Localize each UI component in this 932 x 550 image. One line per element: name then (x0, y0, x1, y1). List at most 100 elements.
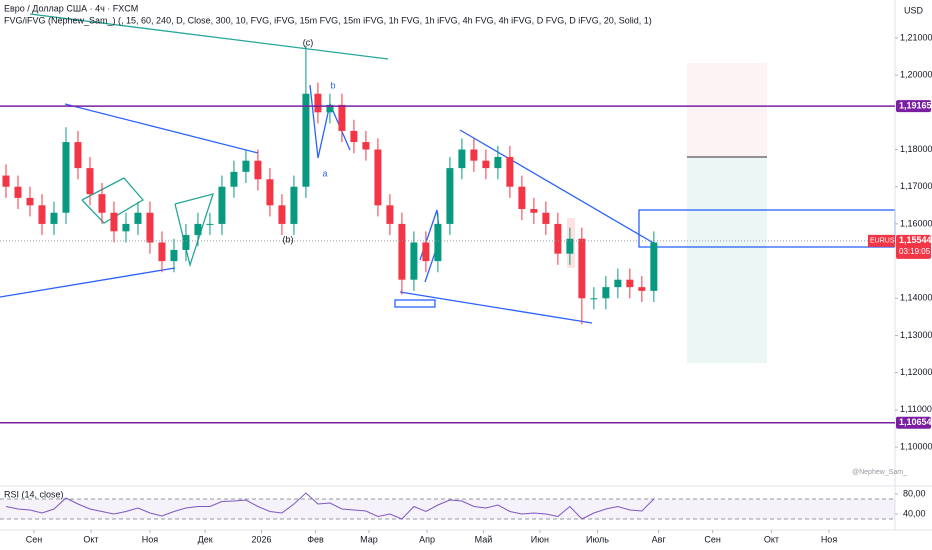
candle-body (62, 142, 70, 213)
candle-body (542, 212, 550, 224)
x-tick-label: 2026 (252, 534, 272, 544)
x-tick-label: Июн (531, 534, 549, 544)
symbol-label-bg (868, 234, 895, 247)
candle-body (194, 223, 202, 236)
rsi-title: RSI (14, close) (4, 489, 64, 499)
level-label-bg (896, 416, 931, 429)
y-tick-label: 1,14000 (900, 293, 932, 303)
candle-body (290, 186, 298, 224)
candle-body (230, 171, 238, 187)
candle-body (578, 238, 586, 299)
candle-body (206, 223, 214, 225)
candle-body (494, 156, 502, 169)
candle-body (326, 104, 334, 113)
pattern (174, 193, 214, 268)
y-tick-label: 1,10000 (900, 441, 932, 451)
candle-body (218, 186, 226, 224)
annotation: a (322, 168, 327, 178)
level-label: 1,19165 (899, 101, 932, 111)
x-tick-label: Апр (419, 534, 435, 544)
y-tick-label: 1,16000 (900, 218, 932, 228)
candle-body (614, 279, 622, 288)
candle-body (422, 242, 430, 262)
target-zone (687, 157, 767, 363)
y-tick-label: 1,21000 (900, 32, 932, 42)
x-tick-label: Фев (307, 534, 324, 544)
candle-body (134, 212, 142, 224)
candle-body (506, 156, 514, 187)
candle-body (170, 249, 178, 262)
currency-label: USD (904, 5, 924, 15)
y-tick-label: 1,13000 (900, 330, 932, 340)
rsi-line (5, 492, 655, 520)
candle-body (242, 160, 250, 172)
candle-body (638, 287, 646, 291)
candle-body (434, 223, 442, 262)
candle-body (410, 242, 418, 280)
y-tick-label: 1,12000 (900, 367, 932, 377)
x-tick-label: Май (475, 534, 493, 544)
candle-body (518, 186, 526, 210)
annotation: (b) (283, 234, 294, 244)
annotation: b (330, 80, 335, 90)
price-label: 1,15544 (899, 235, 932, 245)
candle-body (338, 104, 346, 131)
candle-body (38, 205, 46, 224)
candle-body (362, 142, 370, 150)
candle-body (74, 142, 82, 169)
candle-body (446, 168, 454, 224)
price-label-bg (896, 234, 931, 259)
candle-body (2, 175, 10, 187)
candle-body (398, 223, 406, 280)
candle-body (590, 298, 598, 300)
candle-body (254, 160, 262, 180)
x-tick-label: Авг (652, 534, 667, 544)
candle-body (650, 242, 658, 291)
candle-body (314, 93, 322, 113)
candle-body (14, 186, 22, 198)
annotation: (c) (303, 37, 314, 47)
candle-body (458, 149, 466, 169)
y-tick-label: 1,20000 (900, 70, 932, 80)
candle-body (122, 223, 130, 232)
y-tick-label: 80,00 (903, 488, 926, 498)
chart-title: Евро / Доллар США · 4ч · FXCM (4, 3, 138, 13)
candle-body (146, 212, 154, 243)
x-tick-label: Окт (764, 534, 779, 544)
x-tick-label: Ноя (821, 534, 838, 544)
candle-body (278, 205, 286, 224)
rsi-band (0, 499, 895, 519)
level-label-bg (896, 100, 931, 113)
y-tick-label: 1,18000 (900, 144, 932, 154)
y-tick-label: 1,17000 (900, 181, 932, 191)
y-tick-label: 1,11000 (900, 404, 932, 414)
trendline (0, 267, 176, 298)
candle-body (302, 93, 310, 187)
candle-body (50, 212, 58, 224)
candle-body (602, 287, 610, 299)
candle-body (26, 197, 34, 206)
x-tick-label: Июль (586, 534, 609, 544)
candle-body (110, 212, 118, 232)
candle-body (554, 223, 562, 254)
x-tick-label: Окт (83, 534, 98, 544)
x-tick-label: Ноя (142, 534, 159, 544)
symbol-label: EURUSD (870, 238, 900, 245)
trendline (29, 13, 389, 60)
stop-zone (687, 63, 767, 157)
trendline (459, 129, 658, 246)
indicator-title: FVG/iFVG (Nephew_Sam_) (, 15, 60, 240, D… (4, 15, 652, 25)
candle-body (350, 130, 358, 143)
candle-body (386, 205, 394, 224)
level-label: 1,10654 (899, 417, 932, 427)
candle-body (182, 235, 190, 250)
pattern (81, 177, 145, 224)
box (394, 299, 436, 308)
watermark: @Nephew_Sam_ (852, 469, 907, 476)
candle-body (482, 160, 490, 169)
candle-body (158, 242, 166, 262)
countdown-label: 03:19:05 (899, 247, 931, 256)
x-tick-label: Сен (704, 534, 721, 544)
